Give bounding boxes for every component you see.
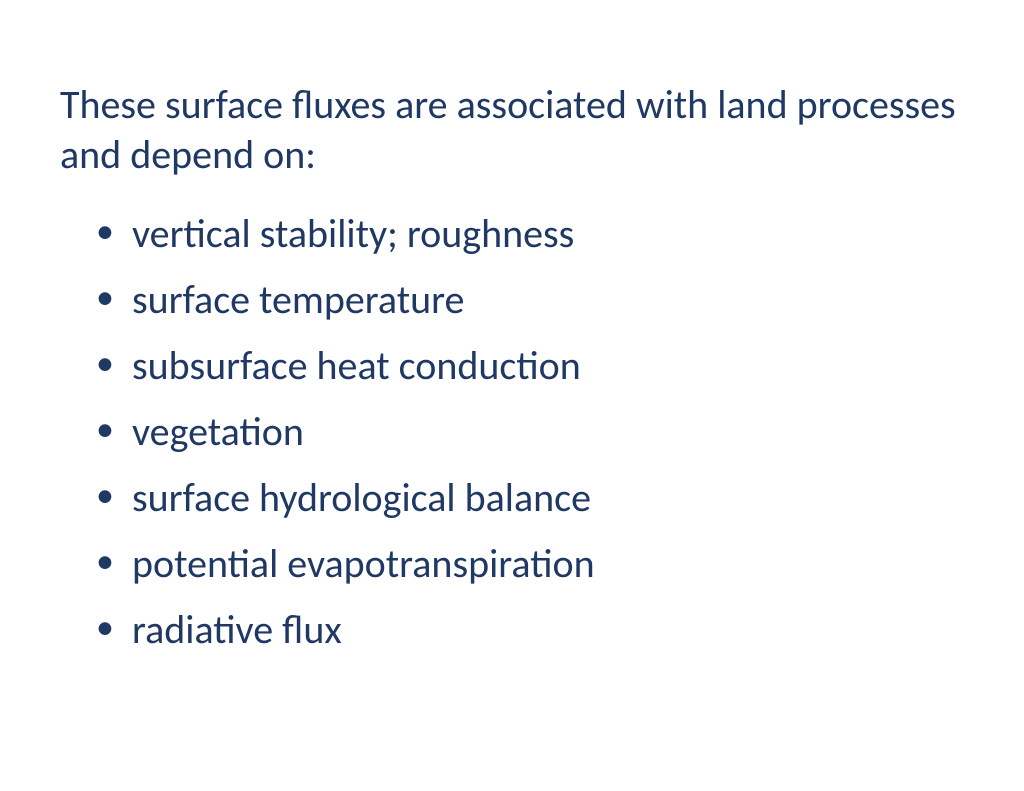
list-item: subsurface heat conduction	[96, 336, 964, 396]
list-item: radiative flux	[96, 600, 964, 660]
slide-heading: These surface fluxes are associated with…	[60, 80, 964, 180]
list-item: vegetation	[96, 402, 964, 462]
list-item: surface temperature	[96, 270, 964, 330]
list-item: vertical stability; roughness	[96, 204, 964, 264]
bullet-list: vertical stability; roughness surface te…	[60, 204, 964, 660]
slide-container: These surface fluxes are associated with…	[0, 0, 1024, 726]
list-item: potential evapotranspiration	[96, 534, 964, 594]
list-item: surface hydrological balance	[96, 468, 964, 528]
